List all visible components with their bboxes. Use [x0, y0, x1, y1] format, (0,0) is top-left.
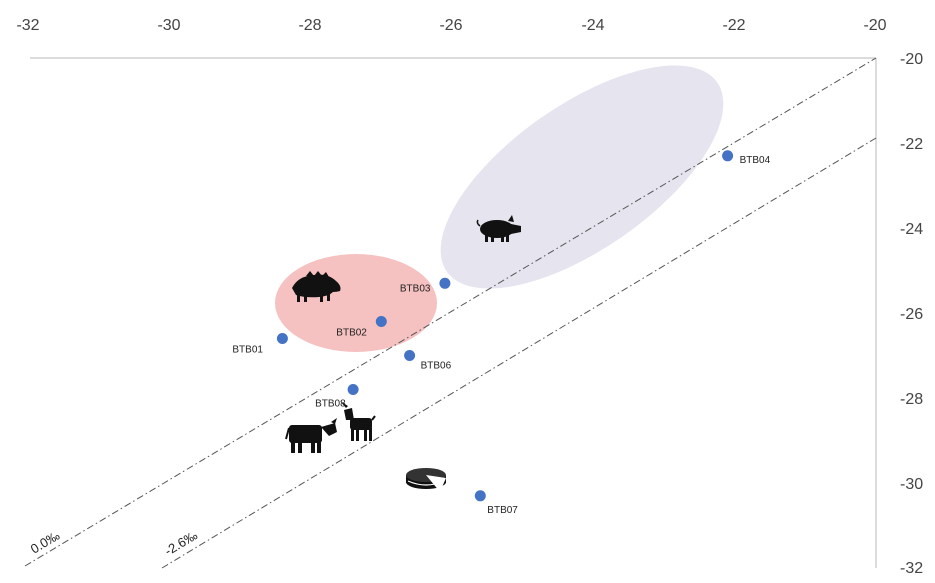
y-tick-label: -24 [900, 221, 923, 238]
x-tick-label: -32 [16, 17, 39, 34]
x-tick-label: -30 [157, 17, 180, 34]
x-tick-label: -24 [581, 17, 604, 34]
data-point-btb01 [276, 333, 288, 344]
reference-line-label: 0.0‰ [28, 528, 62, 557]
y-tick-label: -28 [900, 391, 923, 408]
pig-icon [476, 215, 521, 242]
data-point-btb04 [722, 150, 734, 162]
y-tick-label: -32 [900, 560, 923, 577]
reference-line-label: -2.6‰ [162, 527, 200, 558]
y-tick-label: -20 [900, 51, 923, 68]
pig-region [440, 65, 724, 289]
x-tick-label: -26 [439, 17, 462, 34]
regions [275, 65, 724, 352]
data-point-labels: BTB01 BTB02 BTB03 BTB04 BTB06 BTB07 BTB08 [232, 155, 770, 516]
cheese-icon [406, 468, 446, 492]
x-tick-labels: -32 -30 -28 -26 -24 -22 -20 [16, 17, 886, 34]
reference-line-1 [161, 137, 877, 569]
icons [285, 215, 521, 492]
x-tick-label: -20 [863, 17, 886, 34]
y-tick-label: -30 [900, 476, 923, 493]
cow-icon [285, 418, 337, 453]
axes [30, 57, 877, 568]
data-point-btb03 [439, 277, 451, 289]
data-point-label: BTB02 [336, 328, 367, 339]
data-point-label: BTB08 [315, 399, 346, 410]
data-point-label: BTB01 [232, 345, 263, 356]
x-tick-label: -28 [298, 17, 321, 34]
y-tick-label: -26 [900, 306, 923, 323]
reference-lines: 0.0‰ -2.6‰ [24, 57, 877, 569]
data-point-btb06 [404, 350, 416, 361]
data-point-label: BTB04 [740, 155, 771, 166]
data-point-label: BTB07 [487, 505, 518, 516]
reference-line-0 [24, 57, 877, 567]
data-point-label: BTB06 [421, 361, 452, 372]
data-point-btb02 [375, 316, 387, 327]
wild-boar-icon [292, 271, 341, 302]
y-tick-labels: -20 -22 -24 -26 -28 -30 -32 [900, 51, 923, 577]
x-tick-label: -22 [722, 17, 745, 34]
y-tick-label: -22 [900, 136, 923, 153]
data-point-btb08 [347, 384, 359, 395]
data-point-btb07 [474, 490, 486, 502]
data-point-label: BTB03 [400, 283, 431, 294]
goat-icon [340, 401, 376, 441]
data-points [276, 150, 734, 502]
